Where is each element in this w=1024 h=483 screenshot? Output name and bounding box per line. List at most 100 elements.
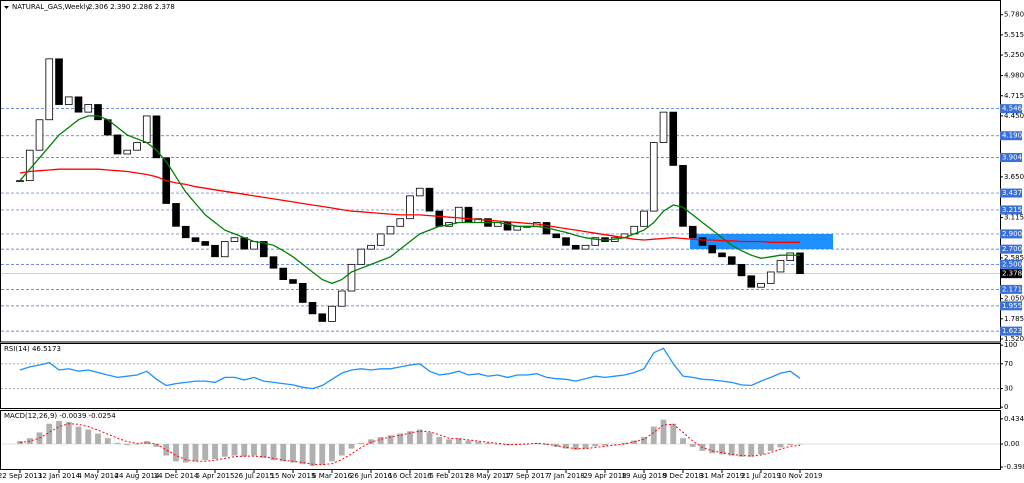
rsi-panel [0, 343, 1001, 409]
histogram-bar [153, 443, 160, 447]
candle [376, 233, 385, 246]
histogram-bar [631, 440, 638, 444]
candle [640, 210, 648, 227]
level-label: 2.171 [1002, 285, 1022, 293]
histogram-bar [465, 440, 472, 444]
histogram-bar [95, 433, 101, 444]
y-tick-label: 30 [1004, 385, 1013, 393]
level-label: 3.904 [1002, 153, 1023, 161]
series-line [19, 115, 800, 285]
histogram-bar [621, 442, 628, 444]
x-tick-label: 29 Apr 2018 [583, 472, 626, 480]
histogram-bar [104, 438, 111, 444]
candle [123, 149, 132, 155]
y-tick-label: 0.4343 [1004, 415, 1024, 423]
level-box [1000, 229, 1022, 239]
candle [240, 237, 249, 250]
candle [435, 210, 444, 227]
candle [649, 142, 658, 212]
candle [591, 237, 600, 246]
histogram-bar [641, 437, 647, 444]
x-tick-label: 12 Jan 2014 [38, 472, 81, 480]
histogram-bar [397, 433, 404, 444]
rsi-title: RSI(14) 46.5173 [4, 345, 61, 353]
macd-title: MACD(12,26,9) -0.0039 -0.0254 [4, 412, 116, 420]
candle [552, 233, 561, 239]
y-tick-label: 5.515 [1004, 31, 1024, 39]
x-tick-label: 14 Dec 2014 [154, 472, 199, 480]
histogram-bar [202, 443, 209, 461]
series-line [19, 423, 801, 466]
y-tick-label: 3.115 [1004, 214, 1024, 222]
histogram-bar [231, 443, 238, 456]
level-box [1000, 284, 1022, 294]
histogram-bar [114, 442, 121, 444]
y-tick-label: 4.980 [1004, 72, 1024, 80]
x-tick-label: 10 Nov 2019 [778, 472, 823, 480]
histogram-bar [251, 443, 257, 456]
x-tick-label: 26 Jun 2016 [350, 472, 393, 480]
histogram-bar [767, 443, 774, 451]
y-tick-label: 70 [1004, 360, 1013, 368]
x-tick-label: 24 Aug 2014 [115, 472, 160, 480]
candle [708, 244, 717, 254]
level-label: 1.623 [1002, 327, 1022, 335]
candle [688, 225, 697, 239]
candle [757, 282, 765, 288]
histogram-bar [270, 443, 277, 461]
candle [298, 282, 307, 303]
candle [464, 206, 473, 223]
histogram-bar [748, 443, 755, 457]
candle [201, 241, 210, 246]
y-tick-label: 4.450 [1004, 112, 1024, 120]
histogram-bar [192, 443, 199, 462]
candle [94, 104, 102, 121]
histogram-bar [728, 443, 735, 456]
histogram-bar [46, 423, 53, 444]
candle [35, 119, 44, 151]
quote: 2.306 2.390 2.286 2.378 [88, 3, 175, 11]
histogram-bar [797, 443, 803, 445]
candle [406, 195, 414, 220]
histogram-bar [280, 443, 287, 462]
histogram-bar [65, 421, 72, 444]
level-box [1000, 152, 1022, 162]
candle [396, 218, 405, 227]
y-tick-label: 0.00 [1004, 440, 1020, 448]
histogram-bar [173, 443, 179, 462]
histogram-bar [348, 443, 355, 449]
candle [669, 111, 678, 166]
y-tick-label: 1.785 [1004, 315, 1024, 323]
histogram-bar [212, 443, 218, 460]
histogram-bar [611, 443, 618, 445]
candle [220, 241, 229, 258]
histogram-bar [592, 443, 599, 447]
histogram-bar [563, 443, 569, 449]
histogram-bar [221, 443, 228, 457]
histogram-bar [719, 443, 725, 455]
histogram-bar [446, 439, 452, 444]
y-tick-label: 1.520 [1004, 335, 1024, 343]
chart-title: NATURAL_GAS,Weekly [12, 3, 90, 11]
histogram-bar [143, 441, 150, 444]
histogram-bar [670, 423, 677, 444]
level-label: 1.955 [1002, 302, 1022, 310]
y-tick-label: 2.050 [1004, 295, 1024, 303]
candle [230, 237, 239, 242]
histogram-bar [455, 438, 462, 444]
histogram-bar [758, 443, 764, 455]
level-label: 2.900 [1002, 230, 1022, 238]
candle [250, 241, 258, 250]
x-tick-label: 19 Aug 2018 [622, 472, 667, 480]
candle [581, 244, 590, 250]
menu-arrow [4, 6, 9, 9]
level-label: 3.437 [1002, 189, 1022, 197]
level-box [1000, 301, 1022, 311]
candle [796, 252, 804, 275]
histogram-bar [75, 426, 82, 444]
x-tick-label: 17 Sep 2017 [505, 472, 549, 480]
y-tick-label: -0.398 [1004, 463, 1024, 471]
y-tick-label: 100 [1004, 341, 1017, 349]
histogram-bar [738, 443, 745, 457]
candle [64, 96, 73, 105]
